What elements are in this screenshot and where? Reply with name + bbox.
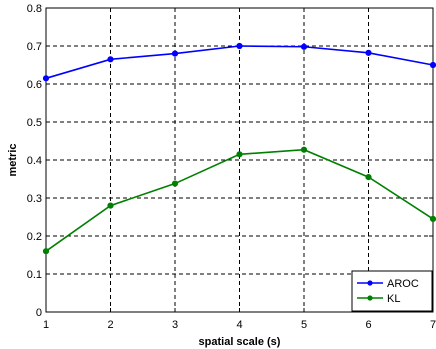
data-point-aroc [300, 43, 308, 50]
y-tick-label: 0.7 [27, 41, 42, 53]
data-point-aroc [107, 56, 114, 63]
y-tick-label: 0.2 [27, 231, 42, 243]
legend-label-kl: KL [387, 293, 400, 305]
legend-box [351, 270, 433, 312]
x-tick-label: 7 [430, 319, 436, 331]
legend-label-aroc: AROC [387, 278, 419, 290]
data-point-kl [236, 151, 243, 158]
data-point-aroc [171, 50, 179, 57]
legend: AROC KL [351, 270, 433, 312]
x-tick-label: 4 [236, 319, 242, 331]
axis-ticks: 1 2 3 4 5 6 7 0 0.1 0.2 0.3 0.4 0.5 0.6 0.7 0.8 [27, 3, 436, 331]
x-tick-label: 2 [107, 319, 113, 331]
y-tick-label: 0.8 [27, 3, 42, 15]
x-tick-label: 1 [43, 319, 49, 331]
legend-marker-aroc [367, 280, 373, 286]
x-axis-label: spatial scale (s) [199, 336, 281, 348]
y-tick-label: 0 [36, 307, 42, 319]
data-point-kl [42, 248, 50, 255]
data-point-kl [429, 215, 436, 222]
data-point-kl [171, 180, 179, 187]
y-axis-label: metric [7, 143, 19, 176]
data-point-aroc [429, 61, 436, 69]
y-tick-label: 0.5 [27, 117, 42, 129]
legend-marker-kl [367, 295, 373, 301]
x-tick-label: 6 [365, 319, 371, 331]
y-tick-label: 0.6 [27, 79, 42, 91]
y-tick-label: 0.3 [27, 193, 42, 205]
x-tick-label: 3 [172, 319, 178, 331]
y-tick-label: 0.1 [27, 269, 42, 281]
data-point-kl [107, 202, 114, 209]
x-tick-label: 5 [301, 319, 307, 331]
y-tick-label: 0.4 [27, 155, 42, 167]
data-point-kl [300, 146, 308, 153]
data-point-aroc [365, 49, 372, 56]
series-group [42, 42, 436, 255]
data-point-aroc [42, 75, 50, 82]
data-point-kl [365, 174, 372, 181]
data-point-aroc [236, 42, 243, 50]
